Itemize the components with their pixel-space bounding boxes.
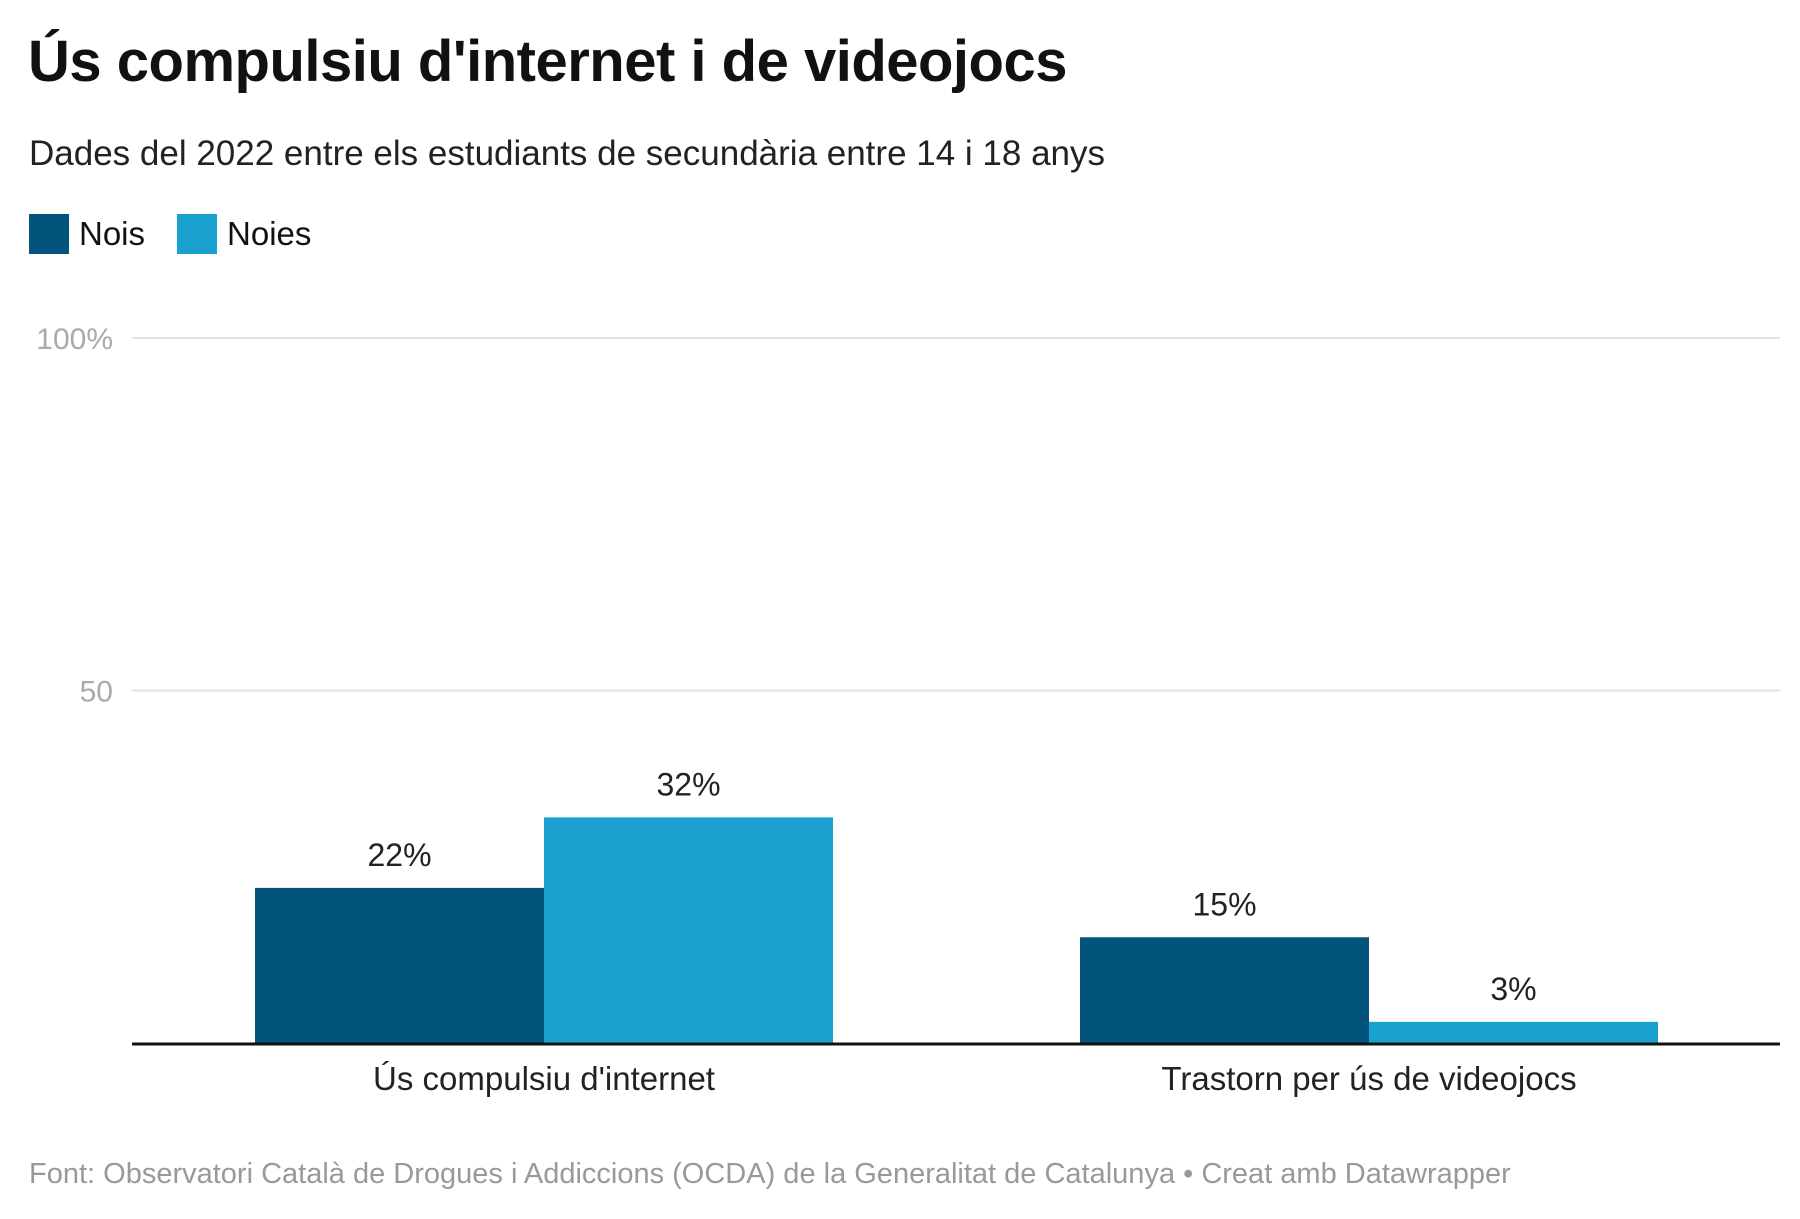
legend: Nois Noies: [29, 214, 343, 254]
bar: [255, 887, 544, 1043]
legend-swatch-nois: [29, 214, 69, 254]
chart-subtitle: Dades del 2022 entre els estudiants de s…: [29, 134, 1105, 173]
x-category-label: Trastorn per ús de videojocs: [1161, 1060, 1576, 1097]
y-tick-label: 50: [80, 676, 113, 709]
legend-item-noies: Noies: [177, 214, 311, 254]
legend-item-nois: Nois: [29, 214, 145, 254]
y-tick-label: 100%: [36, 323, 113, 356]
chart-title: Ús compulsiu d'internet i de videojocs: [28, 29, 1068, 94]
legend-label-noies: Noies: [227, 215, 312, 252]
bar: [544, 817, 833, 1043]
legend-label-nois: Nois: [79, 215, 146, 252]
bar-value-label: 32%: [656, 766, 720, 802]
legend-swatch-noies: [177, 214, 218, 254]
source-footer: Font: Observatori Català de Drogues i Ad…: [29, 1158, 1511, 1190]
bar: [1080, 937, 1369, 1043]
bar-value-label: 15%: [1192, 886, 1256, 922]
x-category-label: Ús compulsiu d'internet: [373, 1060, 715, 1097]
bar-value-label: 22%: [367, 837, 431, 873]
bar-value-label: 3%: [1490, 971, 1536, 1007]
bar: [1369, 1021, 1658, 1043]
